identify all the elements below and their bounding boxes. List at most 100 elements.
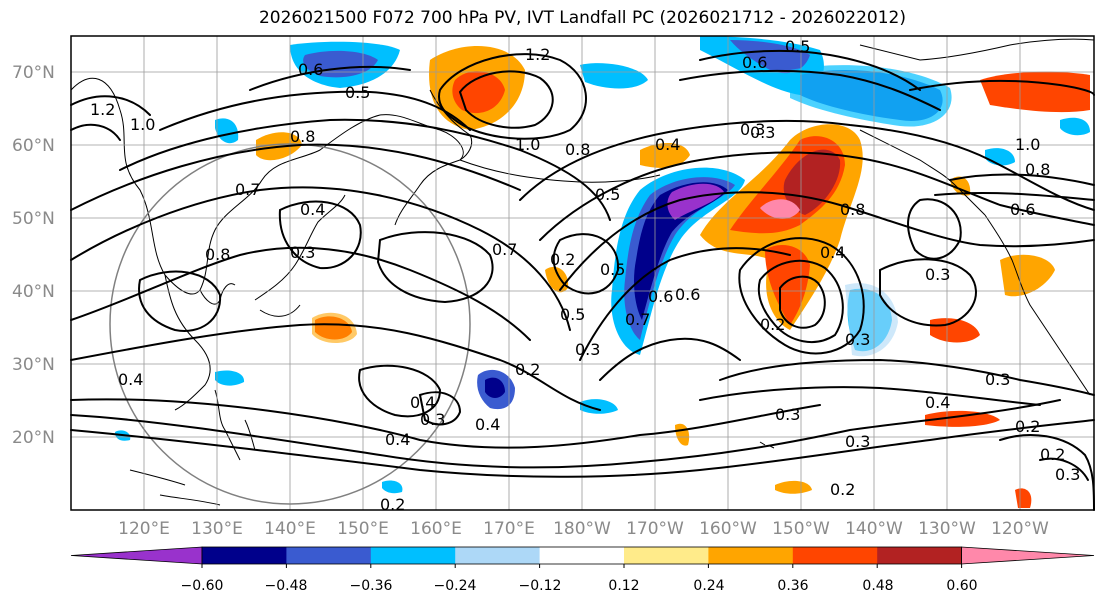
contour-label: 0.8 xyxy=(1025,160,1050,179)
aleutians xyxy=(459,159,661,183)
contour-line xyxy=(138,270,222,332)
negative-anomaly-subtropic-core xyxy=(485,377,505,398)
contour-label: 0.3 xyxy=(1055,465,1080,484)
contour-line xyxy=(679,69,941,111)
negative-anomaly-west2 xyxy=(215,118,239,144)
contour-label: 0.4 xyxy=(820,243,845,262)
contour-line xyxy=(519,119,1095,211)
contour-label: 0.2 xyxy=(515,360,540,379)
contour-label: 0.8 xyxy=(290,127,315,146)
contour-line xyxy=(458,70,554,129)
contour-label: 0.5 xyxy=(785,37,810,56)
contour-label: 0.5 xyxy=(560,305,585,324)
contour-line xyxy=(358,364,442,418)
colorbar-tick-label: 0.24 xyxy=(693,578,724,594)
negative-anomaly-kamch2 xyxy=(580,63,648,89)
alaska-coast xyxy=(859,129,986,216)
contour-label: 0.3 xyxy=(925,265,950,284)
positive-anomaly-40n xyxy=(765,245,810,325)
contour-label: 0.3 xyxy=(740,120,765,139)
colorbar-bin xyxy=(202,547,287,564)
contour-line xyxy=(949,173,1095,186)
contour-label: 0.3 xyxy=(845,330,870,349)
reference-circle xyxy=(109,143,471,505)
contour-label: 1.2 xyxy=(90,100,115,119)
contour-line xyxy=(907,198,962,260)
contour-label: 0.5 xyxy=(600,260,625,279)
contour-label: 0.2 xyxy=(550,250,575,269)
contour-line xyxy=(70,399,1061,469)
graticule xyxy=(71,36,1094,510)
contour-label: 0.3 xyxy=(290,243,315,262)
colorbar-ticks xyxy=(201,564,963,568)
lat-label: 60°N xyxy=(12,136,55,156)
contour-label: 0.4 xyxy=(118,370,143,389)
contour-label: 0.3 xyxy=(775,405,800,424)
contour-label: 0.2 xyxy=(760,315,785,334)
colorbar-tick-labels: −0.60 −0.48 −0.36 −0.24 −0.12 0.12 0.24 … xyxy=(181,578,978,594)
colorbar-bin xyxy=(624,547,709,564)
lon-label: 150°E xyxy=(337,519,389,539)
contour-label: 0.3 xyxy=(420,410,445,429)
contour-label: 0.4 xyxy=(300,200,325,219)
contour-line xyxy=(278,200,362,270)
positive-anomaly-kamchatka-core xyxy=(452,71,505,114)
positive-anomaly-japan-outer xyxy=(312,312,357,343)
contour-line xyxy=(1039,457,1089,481)
colorbar-tick-label: 0.36 xyxy=(777,578,808,594)
lon-label: 150°W xyxy=(772,519,830,539)
contour-line xyxy=(779,275,826,329)
positive-anomaly-alaska xyxy=(980,71,1090,113)
lat-label: 20°N xyxy=(12,428,55,448)
colorbar: −0.60 −0.48 −0.36 −0.24 −0.12 0.12 0.24 … xyxy=(70,546,1095,594)
contour-line xyxy=(437,53,587,140)
colorbar-tick-label: 0.48 xyxy=(862,578,893,594)
contour-line xyxy=(119,118,611,221)
positive-anomaly-sub6 xyxy=(1015,488,1032,508)
contour-label: 0.6 xyxy=(298,60,323,79)
colorbar-bin xyxy=(455,547,541,564)
colorbar-outline xyxy=(201,546,962,565)
contour-label: 0.7 xyxy=(625,310,650,329)
contour-labels: 1.2 1.0 0.6 0.5 0.8 0.7 0.4 0.3 0.8 0.4 … xyxy=(90,37,1080,514)
contour-line xyxy=(249,65,411,91)
colorbar-bin xyxy=(370,547,456,564)
contour-label: 0.4 xyxy=(655,135,680,154)
colorbar-tick-label: −0.24 xyxy=(434,578,477,594)
lon-label: 170°E xyxy=(483,519,535,539)
negative-anomaly-west1 xyxy=(215,370,245,386)
colorbar-tick-label: −0.48 xyxy=(265,578,308,594)
indonesia xyxy=(129,469,221,506)
colorbar-bin xyxy=(708,547,794,564)
positive-anomaly-gulf xyxy=(640,143,690,168)
pc-shading xyxy=(115,36,1090,508)
contour-label: 0.4 xyxy=(385,430,410,449)
contour-label: 0.3 xyxy=(845,432,870,451)
lon-label: 160°E xyxy=(410,519,462,539)
contour-line xyxy=(719,358,1095,396)
contour-line xyxy=(70,95,151,116)
lon-label: 130°E xyxy=(191,519,243,539)
contour-line xyxy=(599,337,741,381)
contour-line xyxy=(738,237,865,355)
colorbar-bin xyxy=(792,547,878,564)
contour-label: 1.2 xyxy=(525,45,550,64)
positive-anomaly-south xyxy=(925,410,1000,427)
colorbar-extend-max xyxy=(961,546,1095,565)
contour-label: 0.6 xyxy=(1010,200,1035,219)
colorbar-tick-label: −0.12 xyxy=(519,578,562,594)
colorbar-bin xyxy=(286,547,372,564)
contour-label: 0.5 xyxy=(595,185,620,204)
contour-label: 0.2 xyxy=(1015,417,1040,436)
arctic-coast xyxy=(859,38,1095,61)
colorbar-bin xyxy=(539,547,625,564)
contour-line xyxy=(909,79,1095,96)
lon-label: 140°W xyxy=(845,519,903,539)
negative-anomaly-central-max xyxy=(667,183,724,220)
positive-anomaly-pink xyxy=(760,199,800,219)
contour-label: 0.2 xyxy=(380,495,405,514)
contour-label: 0.3 xyxy=(750,123,775,142)
contour-line xyxy=(418,391,462,426)
contour-label: 1.0 xyxy=(1015,135,1040,154)
positive-anomaly-sub1 xyxy=(775,480,812,494)
